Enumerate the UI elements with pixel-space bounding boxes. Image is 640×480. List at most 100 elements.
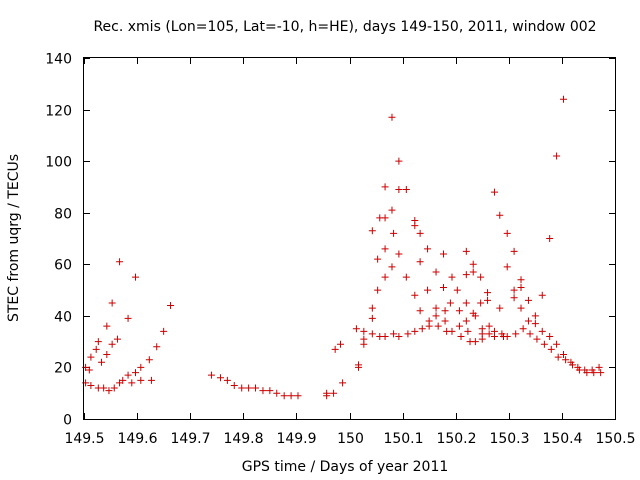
data-point <box>559 351 567 359</box>
y-tick-label: 120 <box>45 104 72 120</box>
data-point <box>416 229 424 237</box>
data-point <box>381 214 389 222</box>
data-point <box>160 327 168 335</box>
data-point <box>145 356 153 364</box>
data-point <box>546 235 554 242</box>
data-point <box>280 392 288 400</box>
data-point <box>92 345 100 353</box>
data-point <box>336 340 344 348</box>
data-point <box>562 356 570 364</box>
data-point <box>418 325 426 333</box>
data-point <box>496 304 504 312</box>
data-point <box>457 332 465 340</box>
data-point <box>207 371 215 379</box>
data-point <box>381 183 389 191</box>
data-point <box>137 376 145 384</box>
data-point <box>553 340 561 348</box>
data-point <box>108 340 116 348</box>
data-point <box>339 379 347 387</box>
x-tick-label: 149.5 <box>64 431 104 447</box>
data-point <box>124 314 132 322</box>
data-point <box>388 206 396 214</box>
data-point <box>559 95 567 103</box>
data-point <box>390 330 398 338</box>
data-point <box>547 345 555 353</box>
data-point <box>85 366 93 374</box>
data-point <box>100 384 108 392</box>
data-point <box>395 157 403 165</box>
data-point <box>517 283 525 291</box>
data-point <box>381 332 389 340</box>
y-tick-label: 80 <box>54 207 72 223</box>
data-point <box>266 387 274 395</box>
data-point <box>441 317 449 325</box>
data-point <box>554 353 562 361</box>
data-point <box>538 291 546 299</box>
data-point <box>517 276 525 284</box>
data-point <box>331 345 339 353</box>
data-point <box>477 299 485 307</box>
data-point <box>446 299 454 307</box>
data-point <box>434 322 442 330</box>
data-point <box>484 296 492 304</box>
data-point <box>273 389 281 397</box>
data-point <box>94 338 102 346</box>
x-tick-label: 150.5 <box>595 431 635 447</box>
data-point <box>439 250 447 258</box>
data-point <box>455 322 463 330</box>
data-point <box>540 340 548 348</box>
data-point <box>105 387 113 395</box>
data-point <box>424 286 432 294</box>
data-point <box>510 286 518 294</box>
data-point <box>395 186 403 194</box>
data-point <box>478 335 486 343</box>
data-point <box>453 286 461 294</box>
data-point <box>477 273 485 281</box>
data-points <box>82 95 605 400</box>
y-tick-label: 0 <box>63 413 72 429</box>
data-point <box>503 263 511 271</box>
data-point <box>441 307 449 315</box>
data-point <box>517 304 525 312</box>
data-point <box>484 289 492 297</box>
data-point <box>87 381 95 389</box>
data-point <box>294 392 302 400</box>
x-tick-label: 149.8 <box>223 431 263 447</box>
data-point <box>432 268 440 276</box>
data-point <box>510 247 518 255</box>
data-point <box>103 351 111 359</box>
data-point <box>469 268 477 276</box>
data-point <box>132 273 140 281</box>
data-point <box>287 392 295 400</box>
data-point <box>388 263 396 271</box>
data-point <box>132 369 140 377</box>
data-point <box>402 273 410 281</box>
data-point <box>595 363 603 371</box>
data-point <box>368 227 376 235</box>
plot-frame <box>83 57 616 420</box>
data-point <box>147 376 155 384</box>
data-point <box>416 307 424 315</box>
data-point <box>471 312 479 320</box>
data-point <box>108 299 116 307</box>
data-point <box>411 327 419 335</box>
data-point <box>425 322 433 330</box>
data-point <box>583 369 591 377</box>
data-point <box>464 327 472 335</box>
data-point <box>330 389 338 397</box>
y-tick-label: 40 <box>54 310 72 326</box>
data-point <box>360 327 368 335</box>
data-point <box>503 229 511 237</box>
data-point <box>402 186 410 194</box>
data-point <box>113 335 121 343</box>
data-point <box>374 255 382 263</box>
y-tick-label: 100 <box>45 155 72 171</box>
data-point <box>510 294 518 302</box>
x-axis-label: GPS time / Days of year 2011 <box>242 459 449 475</box>
data-point <box>524 317 532 325</box>
data-point <box>355 363 363 371</box>
data-point <box>87 353 95 361</box>
data-point <box>531 312 539 320</box>
data-point <box>546 332 554 340</box>
